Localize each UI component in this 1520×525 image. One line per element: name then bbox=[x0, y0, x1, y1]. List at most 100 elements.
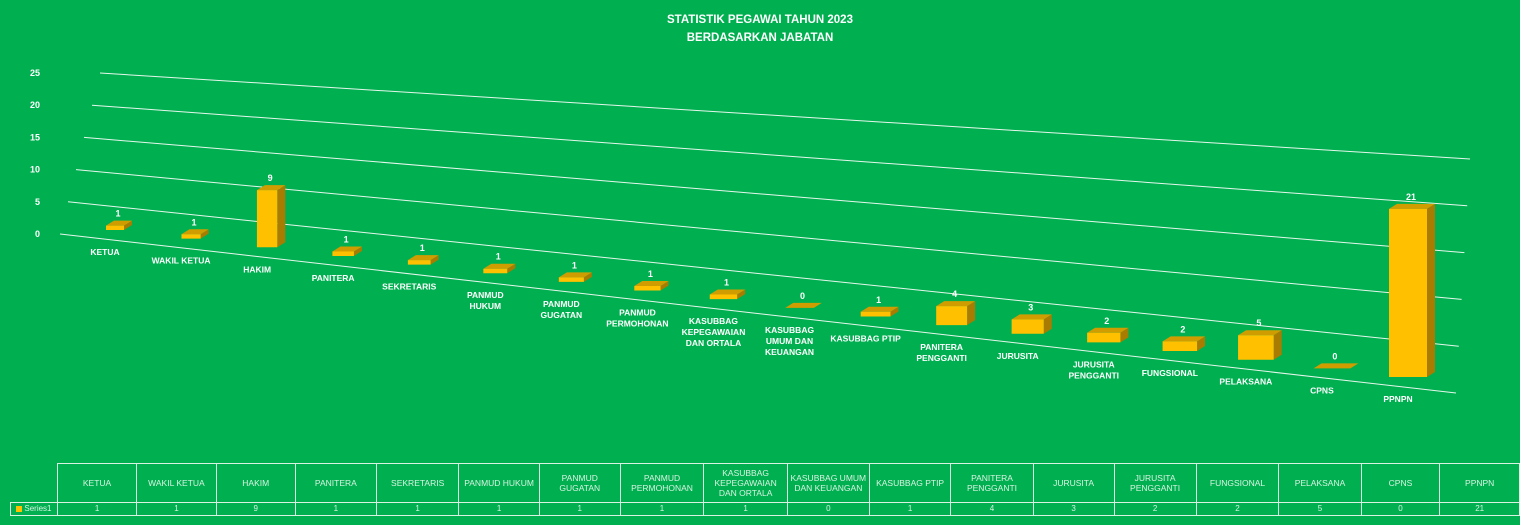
bar bbox=[634, 280, 669, 291]
data-table-value-cell: 2 bbox=[1195, 502, 1280, 516]
x-category-label: PELAKSANA bbox=[1219, 377, 1272, 387]
x-category-label: PPNPN bbox=[1383, 394, 1412, 404]
data-table-header-cell: PANMUD HUKUM bbox=[458, 463, 540, 503]
data-table-header-cell: KASUBBAG KEPEGAWAIAN DAN ORTALA bbox=[703, 463, 788, 503]
data-label: 0 bbox=[1332, 351, 1337, 361]
x-axis-categories: KETUA WAKIL KETUA HAKIM PANITERA SEKRETARIS P… bbox=[90, 247, 1412, 404]
data-table-value-cell: 1 bbox=[619, 502, 705, 516]
data-table-value-cell: 1 bbox=[703, 502, 788, 516]
data-table-values-row: Series1 1 1 9 1 1 1 1 1 1 0 1 4 3 2 2 5 0 21 bbox=[10, 502, 1520, 516]
data-label: 3 bbox=[1028, 302, 1033, 312]
data-table: KETUA WAKIL KETUA HAKIM PANITERA SEKRETARIS P… bbox=[10, 463, 1520, 516]
legend-key bbox=[16, 505, 23, 512]
x-category-label: PANMUD PERMOHONAN bbox=[606, 308, 668, 329]
data-table-header-cell: SEKRETARIS bbox=[375, 463, 460, 503]
data-label: 1 bbox=[876, 295, 881, 305]
data-table-value-cell: 2 bbox=[1113, 502, 1197, 516]
gridline bbox=[99, 72, 1471, 160]
bars bbox=[106, 185, 1435, 377]
data-label: 1 bbox=[192, 217, 197, 227]
chart-plot: STATISTIK PEGAWAI TAHUN 2023 BERDASARKAN… bbox=[30, 14, 1471, 404]
bar bbox=[1087, 327, 1129, 343]
data-table-header-row: KETUA WAKIL KETUA HAKIM PANITERA SEKRETARIS P… bbox=[11, 463, 1520, 503]
data-table-value-cell: 1 bbox=[538, 502, 621, 516]
bar bbox=[936, 301, 976, 326]
data-table-header-cell: WAKIL KETUA bbox=[136, 463, 217, 503]
data-label: 2 bbox=[1180, 324, 1185, 334]
y-tick-label: 20 bbox=[30, 100, 40, 110]
bar bbox=[256, 185, 286, 248]
data-label: 2 bbox=[1104, 316, 1109, 326]
x-category-label: WAKIL KETUA bbox=[152, 256, 211, 266]
data-label: 1 bbox=[496, 252, 501, 262]
data-table-value-cell: 1 bbox=[56, 502, 138, 516]
data-table-value-cell: 0 bbox=[1360, 502, 1441, 516]
chart-title: STATISTIK PEGAWAI TAHUN 2023 bbox=[667, 14, 853, 26]
data-label: 1 bbox=[115, 209, 120, 219]
x-category-label: PANITERA bbox=[312, 273, 355, 283]
x-category-label: CPNS bbox=[1310, 385, 1334, 395]
bar bbox=[1162, 336, 1206, 352]
bar bbox=[1389, 203, 1435, 377]
gridline bbox=[67, 201, 1459, 347]
data-table-value-cell: 9 bbox=[215, 502, 296, 516]
x-category-label: SEKRETARIS bbox=[382, 282, 436, 292]
bar bbox=[860, 306, 899, 317]
data-table-value-cell: 1 bbox=[458, 502, 540, 516]
x-category-label: JURUSITA bbox=[997, 351, 1039, 361]
bar bbox=[1238, 330, 1282, 360]
data-table-series-label: Series1 bbox=[24, 504, 52, 513]
data-label: 1 bbox=[648, 269, 653, 279]
data-table-header-cell: HAKIM bbox=[215, 463, 296, 503]
data-label: 1 bbox=[724, 278, 729, 288]
data-label: 5 bbox=[1256, 318, 1261, 328]
data-table-value-cell: 1 bbox=[375, 502, 460, 516]
data-table-header-cell: PANMUD GUGATAN bbox=[538, 463, 621, 503]
x-category-label: JURUSITA PENGGANTI bbox=[1068, 359, 1119, 380]
data-table-header-cell: JURUSITA bbox=[1032, 463, 1115, 503]
bar bbox=[1313, 363, 1359, 369]
y-tick-label: 25 bbox=[30, 68, 40, 78]
gridlines bbox=[59, 72, 1471, 394]
y-tick-label: 0 bbox=[35, 229, 40, 239]
y-tick-label: 10 bbox=[30, 165, 40, 175]
bar bbox=[106, 220, 132, 230]
bar bbox=[181, 229, 209, 239]
x-category-label: KASUBBAG PTIP bbox=[830, 333, 901, 343]
x-category-label: PANMUD GUGATAN bbox=[540, 299, 582, 320]
data-table-header-cell: KETUA bbox=[56, 463, 138, 503]
data-table-series-name: Series1 bbox=[10, 502, 58, 516]
y-axis-ticks: 0 5 10 15 20 25 bbox=[30, 68, 40, 239]
gridline bbox=[83, 136, 1465, 254]
chart-subtitle: BERDASARKAN JABATAN bbox=[687, 32, 834, 44]
data-label: 1 bbox=[344, 235, 349, 245]
bar bbox=[483, 263, 516, 274]
data-table-header-cell: PANMUD PERMOHONAN bbox=[619, 463, 705, 503]
data-table-value-cell: 1 bbox=[294, 502, 377, 516]
gridline bbox=[75, 169, 1462, 300]
data-table-header-cell: PELAKSANA bbox=[1278, 463, 1362, 503]
x-category-label: KASUBBAG UMUM DAN KEUANGAN bbox=[765, 325, 815, 357]
data-label: 21 bbox=[1406, 192, 1416, 202]
data-table-value-cell: 1 bbox=[136, 502, 217, 516]
bar bbox=[558, 272, 592, 282]
data-label: 1 bbox=[572, 260, 577, 270]
data-table-value-cell: 1 bbox=[868, 502, 952, 516]
data-table-value-cell: 21 bbox=[1439, 502, 1520, 516]
data-label: 9 bbox=[268, 173, 273, 183]
bar bbox=[407, 255, 439, 265]
data-table-value-cell: 4 bbox=[950, 502, 1034, 516]
x-category-label: FUNGSIONAL bbox=[1142, 368, 1198, 378]
data-table-corner bbox=[11, 464, 58, 503]
gridline bbox=[59, 233, 1457, 394]
data-table-value-cell: 5 bbox=[1278, 502, 1362, 516]
x-category-label: KETUA bbox=[90, 247, 119, 257]
x-category-label: PANMUD HUKUM bbox=[467, 290, 504, 311]
data-table-header-cell: PPNPN bbox=[1439, 463, 1520, 503]
data-label: 1 bbox=[420, 243, 425, 253]
bar bbox=[709, 289, 746, 300]
data-table-value-cell: 3 bbox=[1032, 502, 1115, 516]
data-table-header-cell: PANITERA PENGGANTI bbox=[950, 463, 1034, 503]
data-table-header-cell: KASUBBAG UMUM DAN KEUANGAN bbox=[786, 463, 870, 503]
